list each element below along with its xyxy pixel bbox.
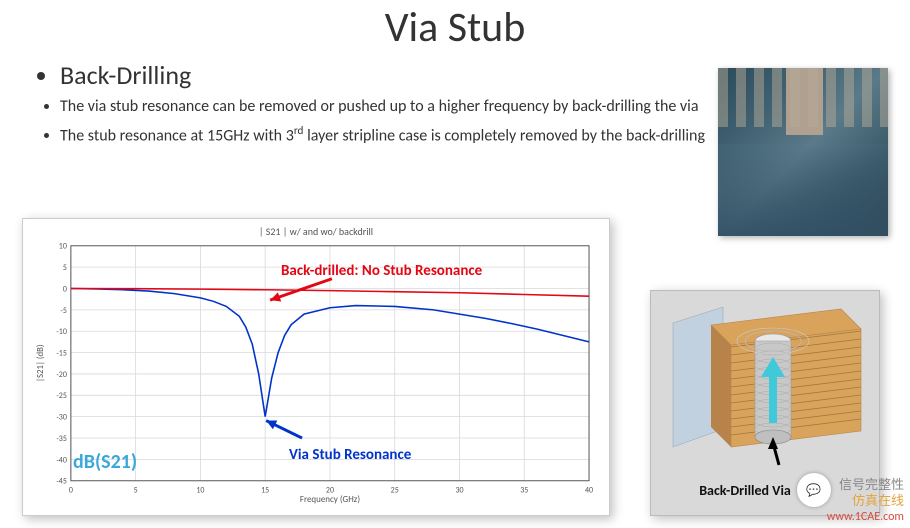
svg-text:-10: -10 (56, 328, 67, 337)
render-caption: Back-Drilled Via (699, 482, 791, 499)
svg-text:10: 10 (196, 486, 204, 495)
via-cross-section-photo (718, 68, 888, 236)
svg-text:-5: -5 (60, 307, 66, 316)
svg-text:35: 35 (520, 486, 528, 495)
slide-title: Via Stub (0, 0, 910, 53)
annotation-ylabel-overlay: dB(S21) (73, 450, 137, 474)
svg-text:20: 20 (326, 486, 334, 495)
s21-chart: | S21 | w/ and wo/ backdrill 0 5 10 15 20 25 3… (22, 218, 610, 516)
chart-title: | S21 | w/ and wo/ backdrill (33, 225, 599, 238)
watermark-line3: www.1CAE.com (827, 510, 904, 524)
svg-text:Frequency (GHz): Frequency (GHz) (300, 495, 361, 505)
bullet-sub-2-sup: rd (294, 124, 304, 138)
svg-text:10: 10 (59, 243, 67, 252)
svg-text:5: 5 (63, 264, 67, 273)
chart-plot-area: 0 5 10 15 20 25 30 35 40 -45 -40 -35 -30 -25 -20 -15 -10… (33, 238, 599, 506)
annotation-backdrilled: Back-drilled: No Stub Resonance (281, 262, 482, 280)
watermark-line1: 信号完整性 (827, 478, 904, 494)
svg-text:15: 15 (261, 486, 269, 495)
bullet-sub-2-pre: The stub resonance at 15GHz with 3 (60, 126, 294, 145)
svg-text:-25: -25 (56, 392, 67, 401)
bullet-sub-2: The stub resonance at 15GHz with 3rd lay… (60, 124, 710, 147)
chat-bubble-icon: 💬 (797, 473, 831, 507)
svg-text:30: 30 (455, 486, 463, 495)
svg-text:-45: -45 (56, 478, 67, 487)
svg-text:-30: -30 (56, 414, 67, 423)
svg-text:25: 25 (391, 486, 399, 495)
svg-text:-15: -15 (56, 350, 67, 359)
bullet-sub-2-post: layer stripline case is completely remov… (303, 126, 705, 145)
bullet-sub-1: The via stub resonance can be removed or… (60, 97, 710, 118)
annotation-stub-resonance: Via Stub Resonance (289, 446, 411, 464)
svg-text:-35: -35 (56, 435, 67, 444)
svg-text:5: 5 (134, 486, 138, 495)
svg-text:-40: -40 (56, 456, 67, 465)
svg-text:-20: -20 (56, 371, 67, 380)
watermark-line2: 仿真在线 (827, 494, 904, 510)
watermark: 信号完整性 仿真在线 www.1CAE.com (827, 478, 904, 524)
svg-text:|S21| (dB): |S21| (dB) (36, 344, 46, 382)
svg-text:0: 0 (69, 486, 73, 495)
bullet-main: Back-Drilling (60, 59, 710, 91)
svg-text:40: 40 (585, 486, 593, 495)
svg-text:0: 0 (63, 285, 67, 294)
